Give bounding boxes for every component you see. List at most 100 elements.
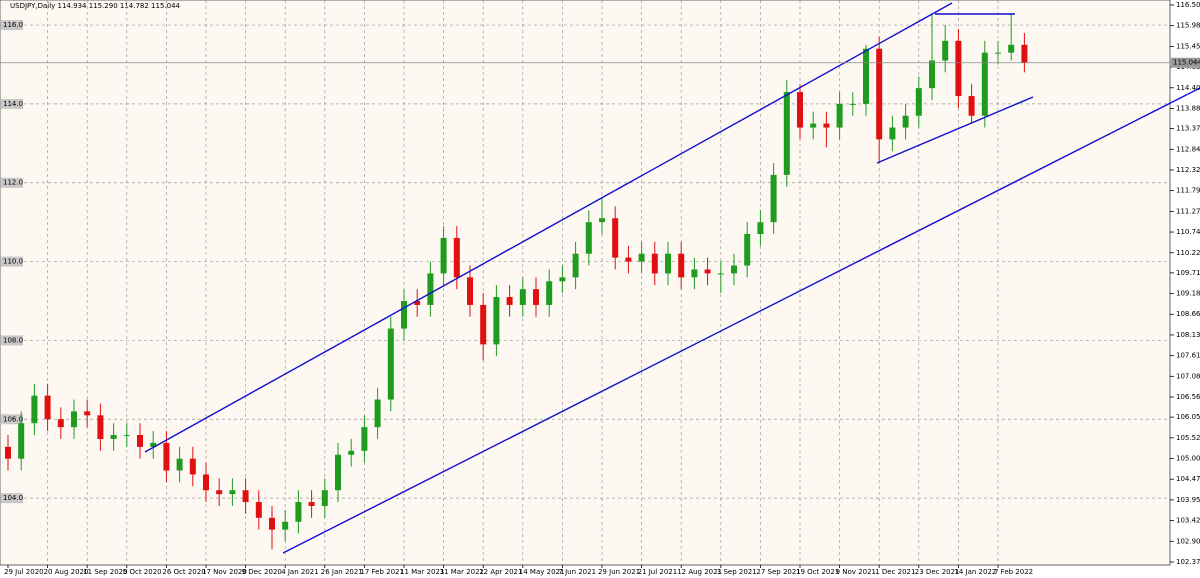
candle-body [691,269,698,278]
x-tick-label: 1 Dec 2021 [875,568,915,576]
grid-label: 110.0 [3,258,23,266]
x-tick-label: 14 May 2021 [519,568,565,576]
grid: 116.0 114.0 112.0 110.0 108.0 106.0 104.0 [0,0,1170,565]
candle-body [1021,44,1028,63]
grid-label: 108.0 [3,336,23,344]
chart-title: USDJPY,Daily 114.934 115.290 114.782 115… [10,2,181,10]
grid-label-box [1,20,23,31]
candle-body [295,502,302,522]
candle-body [123,435,130,437]
candle-body [18,423,25,459]
x-tick-label: 17 Feb 2021 [360,568,404,576]
grid-label-box [1,414,23,425]
grid-label-box [1,98,23,109]
y-tick-label: 111.274 [1176,207,1200,215]
x-tick-label: 12 Aug 2021 [677,568,722,576]
candle-body [110,435,117,439]
candle-body [453,237,460,278]
y-tick-label: 103.954 [1176,496,1200,504]
y-tick-label: 113.374 [1176,125,1200,133]
x-tick-label: 14 Jan 2022 [954,568,996,576]
candle-body [665,253,671,274]
x-tick-label: 3 Sep 2021 [717,568,757,576]
grid-label-box [1,256,23,267]
candle-body [612,218,619,258]
grid-label: 106.0 [3,415,23,423]
x-tick-label: 11 Mar 2021 [400,568,444,576]
candle-body [414,301,421,305]
candle-body [440,237,447,274]
candle-body [71,411,77,428]
y-tick-label: 107.614 [1176,352,1200,360]
candle-body [242,490,249,503]
candle-body [599,218,605,223]
channel-upper [144,2,953,453]
candle-body [506,297,513,305]
candle-body [321,490,328,506]
candle-body [797,92,803,128]
x-tick-label: 17 Nov 2020 [202,568,247,576]
channel-lower [282,87,1200,554]
candle-body [97,415,104,439]
x-tick-label: 7 Jun 2021 [558,568,596,576]
candle-body [189,458,196,475]
y-tick-label: 115.984 [1176,22,1200,30]
x-tick-label: 21 Jul 2021 [638,568,678,576]
x-tick-label: 29 Jun 2021 [598,568,640,576]
grid-label-box [1,493,23,504]
y-tick-label: 102.379 [1176,558,1200,566]
candle-body [559,277,566,282]
candle-body [955,40,962,97]
y-tick-label: 104.479 [1176,475,1200,483]
candle-body [467,277,473,305]
candle-body [348,450,355,455]
candle-body [282,521,289,530]
candle-body [519,289,526,305]
candle-body [915,88,922,116]
candle-body [876,48,883,140]
y-tick-label: 113.884 [1176,104,1200,112]
y-tick-label: 115.459 [1176,42,1200,50]
candle-body [968,96,975,116]
candle-body [203,474,209,491]
x-tick-label: 19 Oct 2021 [796,568,839,576]
candle-body [176,458,183,471]
candle-body [401,301,407,329]
candle-body [335,454,341,491]
y-tick-label: 108.664 [1176,310,1200,318]
support-line [876,96,1034,164]
candle-body [995,52,1001,54]
grid-label: 116.0 [3,21,23,29]
candle-body [678,253,685,278]
candle-body [810,123,817,128]
y-tick-label: 112.324 [1176,166,1200,174]
grid-label-box [1,177,23,188]
candle-body [572,253,579,278]
candle-body [929,60,935,89]
grid-label: 112.0 [3,179,23,187]
y-tick-label: 109.714 [1176,269,1200,277]
candle-body [255,502,262,518]
candle-body [783,92,790,175]
candle-body [44,395,51,420]
candle-body [942,40,949,61]
candle-body [57,419,64,428]
x-tick-label: 31 Mar 2021 [440,568,484,576]
y-tick-label: 112.849 [1176,145,1200,153]
candle-body [427,273,434,305]
candle-body [704,269,711,274]
candle-body [84,411,91,416]
y-tick-label: 108.139 [1176,331,1200,339]
y-tick-label: 110.749 [1176,228,1200,236]
candle-body [387,328,394,400]
candle-body [5,446,11,459]
candle-body [981,52,988,116]
y-tick-label: 102.904 [1176,537,1200,545]
x-tick-label: 26 Jan 2021 [321,568,363,576]
candle-body [229,490,236,495]
candle-body [163,442,170,471]
grid-label-box [1,335,23,346]
x-tick-label: 5 Oct 2020 [123,568,162,576]
